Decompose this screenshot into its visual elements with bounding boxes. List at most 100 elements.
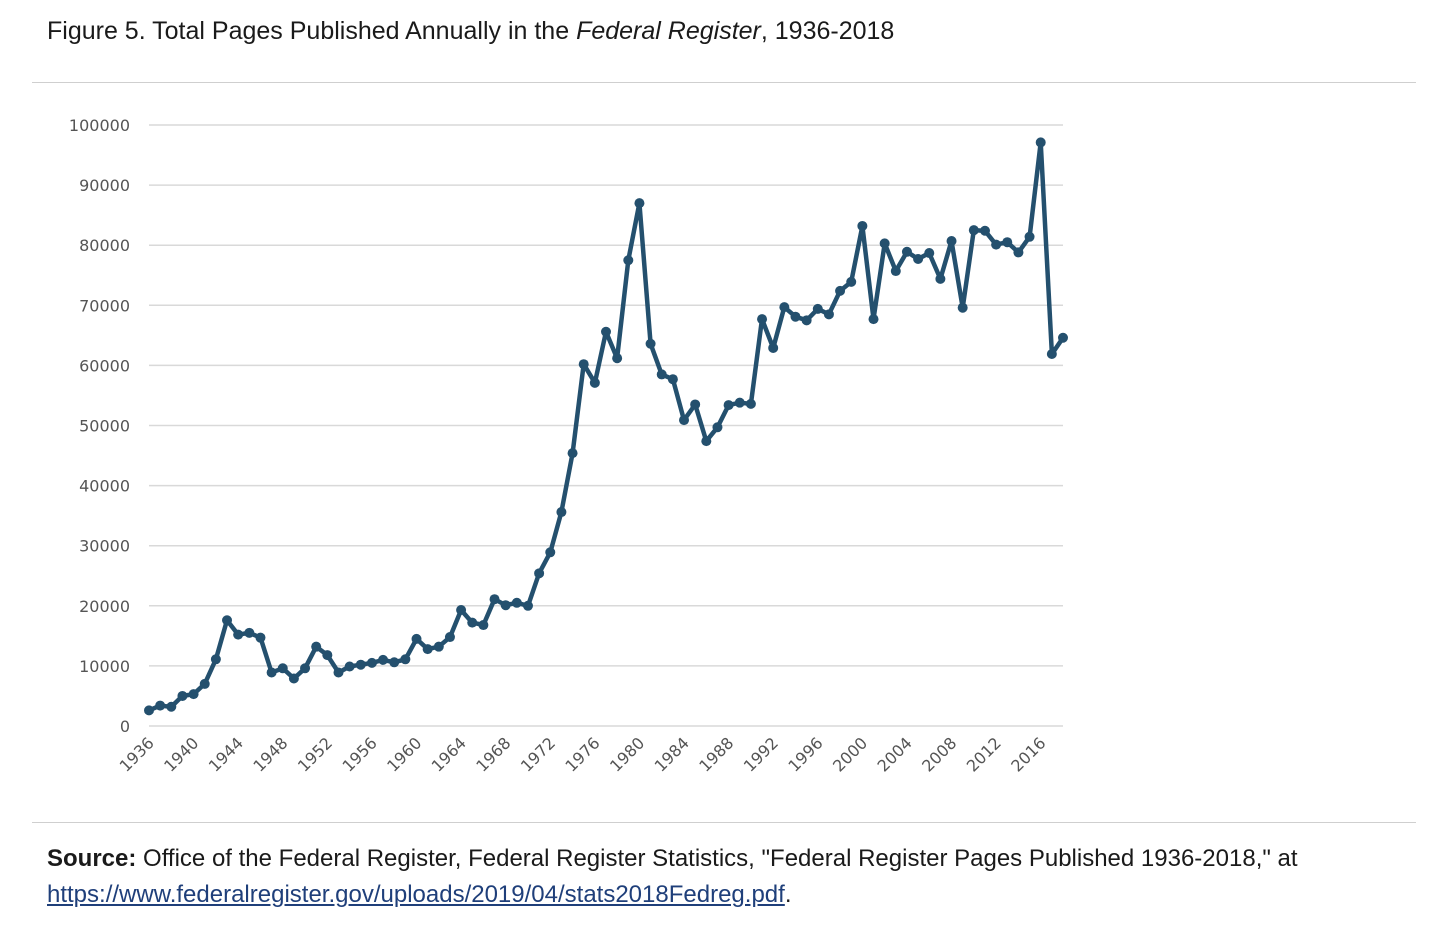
data-point-1978 xyxy=(612,353,623,364)
data-point-1982 xyxy=(656,369,667,380)
data-point-1974 xyxy=(567,448,578,459)
data-point-1983 xyxy=(667,374,678,385)
x-tick-label-1996: 1996 xyxy=(784,733,826,775)
x-tick-label-1936: 1936 xyxy=(116,733,158,775)
data-point-1959 xyxy=(400,654,411,665)
y-axis-ticks: 0 10000 20000 30000 40000 50000 60000 70000 8000… xyxy=(69,116,130,736)
data-point-1944 xyxy=(233,629,244,640)
data-point-1975 xyxy=(578,359,589,370)
data-point-1973 xyxy=(556,507,567,518)
data-point-1963 xyxy=(444,632,455,643)
data-point-2013 xyxy=(1002,237,1013,248)
y-tick-label-10000: 10000 xyxy=(79,657,130,676)
y-tick-label-100000: 100000 xyxy=(69,116,130,135)
data-point-2006 xyxy=(924,248,935,259)
source-end: . xyxy=(784,881,792,908)
x-axis-ticks: 1936 1940 1944 1948 1952 1956 1960 1964 1968 1972… xyxy=(116,733,1050,775)
data-point-1965 xyxy=(467,617,478,628)
data-point-2004 xyxy=(901,246,912,257)
x-tick-label-1964: 1964 xyxy=(428,733,470,775)
data-point-1940 xyxy=(188,689,199,700)
x-tick-label-1948: 1948 xyxy=(249,733,291,775)
data-point-1960 xyxy=(411,633,422,644)
y-tick-label-80000: 80000 xyxy=(79,236,130,255)
data-point-1945 xyxy=(244,627,255,638)
data-point-1936 xyxy=(144,705,154,716)
data-point-2016 xyxy=(1035,137,1046,148)
data-point-2014 xyxy=(1013,247,1024,258)
x-tick-label-2008: 2008 xyxy=(918,733,960,775)
data-point-1999 xyxy=(846,276,857,287)
y-tick-label-0: 0 xyxy=(120,717,130,736)
line-chart: 0 10000 20000 30000 40000 50000 60000 70000 8000… xyxy=(69,116,1068,776)
data-point-1991 xyxy=(757,314,768,325)
data-point-1948 xyxy=(277,663,288,674)
data-point-2002 xyxy=(879,238,890,249)
y-tick-label-50000: 50000 xyxy=(79,417,130,436)
data-point-1989 xyxy=(734,397,745,408)
y-tick-label-70000: 70000 xyxy=(79,296,130,315)
y-tick-label-20000: 20000 xyxy=(79,597,130,616)
data-point-2001 xyxy=(868,314,879,325)
x-tick-label-1956: 1956 xyxy=(339,733,381,775)
data-point-1939 xyxy=(177,690,188,701)
data-point-1993 xyxy=(779,302,790,313)
data-point-1955 xyxy=(355,659,366,670)
data-point-2000 xyxy=(857,220,868,231)
data-point-1957 xyxy=(378,654,389,665)
data-point-1964 xyxy=(456,605,467,616)
data-point-1949 xyxy=(288,673,299,684)
data-point-1951 xyxy=(311,641,322,652)
x-tick-label-1972: 1972 xyxy=(517,733,559,775)
x-tick-label-1976: 1976 xyxy=(561,733,603,775)
data-point-1968 xyxy=(500,600,511,611)
data-point-2015 xyxy=(1024,231,1035,242)
data-point-2011 xyxy=(979,225,990,236)
data-point-1969 xyxy=(511,597,522,608)
x-tick-label-2000: 2000 xyxy=(829,733,871,775)
data-point-2018 xyxy=(1058,332,1068,343)
data-point-1942 xyxy=(210,654,221,665)
source-note: Source: Office of the Federal Register, … xyxy=(47,841,1427,913)
figure-title-suffix: , 1936-2018 xyxy=(760,17,895,45)
data-point-1952 xyxy=(322,650,333,661)
source-link[interactable]: https://www.federalregister.gov/uploads/… xyxy=(47,881,785,908)
data-point-1979 xyxy=(623,255,634,266)
x-tick-label-1960: 1960 xyxy=(383,733,425,775)
x-tick-label-1944: 1944 xyxy=(205,733,247,775)
data-point-2008 xyxy=(946,235,957,246)
data-point-1962 xyxy=(433,641,444,652)
data-point-2012 xyxy=(991,239,1002,250)
data-point-2017 xyxy=(1046,348,1057,359)
data-point-1981 xyxy=(645,338,656,349)
data-point-1972 xyxy=(545,547,556,558)
series-pages-published xyxy=(144,137,1068,716)
data-point-1950 xyxy=(300,663,311,674)
source-label: Source: xyxy=(47,845,137,872)
x-tick-label-2016: 2016 xyxy=(1007,733,1049,775)
data-point-1970 xyxy=(522,600,533,611)
figure-title-prefix: Figure 5. Total Pages Published Annually… xyxy=(47,17,577,45)
data-point-1946 xyxy=(255,632,266,643)
x-tick-label-1992: 1992 xyxy=(740,733,782,775)
data-point-1997 xyxy=(823,309,834,320)
data-point-1941 xyxy=(199,678,210,689)
data-point-2007 xyxy=(935,273,946,284)
data-point-1967 xyxy=(489,594,500,605)
data-point-1980 xyxy=(634,198,645,209)
data-point-1938 xyxy=(166,701,177,712)
y-tick-label-30000: 30000 xyxy=(79,537,130,556)
x-tick-label-2012: 2012 xyxy=(963,733,1005,775)
data-point-1996 xyxy=(812,303,823,314)
data-point-1953 xyxy=(333,667,344,678)
x-tick-label-1968: 1968 xyxy=(472,733,514,775)
x-tick-label-1980: 1980 xyxy=(606,733,648,775)
data-point-2009 xyxy=(957,302,968,313)
data-point-1998 xyxy=(835,285,846,296)
data-point-1958 xyxy=(389,657,400,668)
data-point-2005 xyxy=(913,254,924,265)
bottom-divider xyxy=(32,822,1416,823)
data-point-1961 xyxy=(422,644,433,655)
data-point-1994 xyxy=(790,311,801,322)
data-point-1971 xyxy=(534,568,545,579)
